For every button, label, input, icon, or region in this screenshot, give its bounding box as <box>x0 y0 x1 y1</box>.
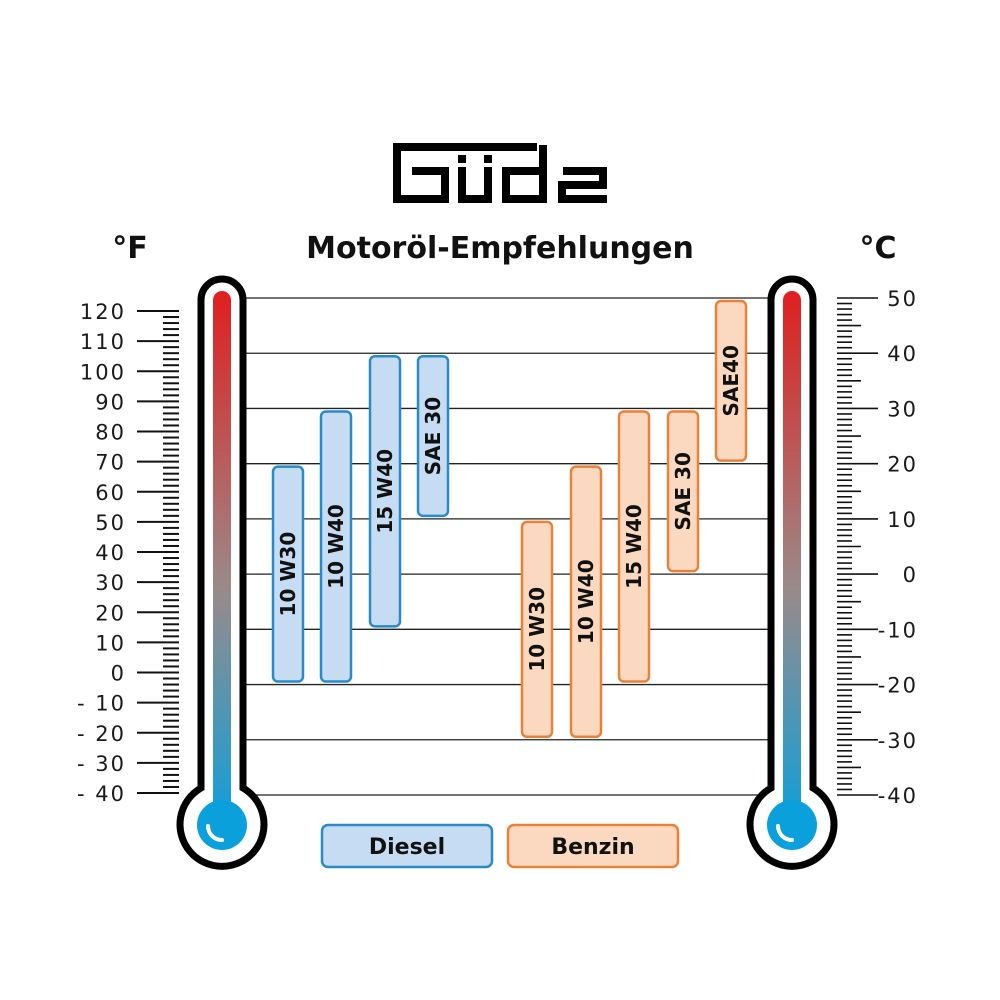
celsius-tick-label: -20 <box>878 674 918 698</box>
bar-label: SAE 30 <box>671 452 695 530</box>
thermometer-bulb <box>767 800 817 850</box>
celsius-tick-label: 40 <box>887 342 918 366</box>
bar <box>569 465 603 739</box>
legend-label: Benzin <box>551 835 634 860</box>
benzin-bar: SAE40 <box>714 299 748 462</box>
bar-label: 10 W40 <box>574 559 598 644</box>
thermometer-bulb <box>197 800 247 850</box>
benzin-bar: 10 W30 <box>520 520 554 739</box>
bar <box>271 465 305 683</box>
fahrenheit-tick-label: 90 <box>95 390 126 414</box>
left-thermometer <box>176 275 268 870</box>
celsius-tick-label: -40 <box>878 784 918 808</box>
bar-label: SAE 30 <box>421 397 445 475</box>
right-thermometer <box>746 275 838 870</box>
bar <box>520 520 554 739</box>
diesel-bar: 15 W40 <box>368 354 402 628</box>
legend-label: Diesel <box>369 835 445 860</box>
celsius-tick-label: 10 <box>887 508 918 532</box>
bar-label: 10 W40 <box>324 504 348 589</box>
diesel-bar: SAE 30 <box>416 354 450 518</box>
fahrenheit-tick-label: 30 <box>95 571 126 595</box>
bulb-highlight <box>776 824 794 842</box>
bar <box>714 299 748 462</box>
bar-label: 15 W40 <box>622 504 646 589</box>
fahrenheit-tick-label: 70 <box>95 451 126 475</box>
gude-logo <box>393 143 607 203</box>
fahrenheit-tick-label: 40 <box>95 541 126 565</box>
diesel-bar: 10 W40 <box>319 410 353 683</box>
benzin-bar: 15 W40 <box>617 410 651 683</box>
bar <box>368 354 402 628</box>
celsius-tick-label: 30 <box>887 397 918 421</box>
fahrenheit-tick-label: 0 <box>111 662 126 686</box>
fahrenheit-tick-label: 110 <box>80 330 126 354</box>
bar-label: SAE40 <box>719 345 743 416</box>
thermometer-column <box>213 291 231 831</box>
celsius-tick-label: 50 <box>887 287 918 311</box>
celsius-tick-label: -10 <box>878 618 918 642</box>
bar-label: 10 W30 <box>276 532 300 617</box>
bulb-highlight <box>206 824 224 842</box>
celsius-tick-label: -30 <box>878 729 918 753</box>
legend-item-diesel: Diesel <box>320 823 494 869</box>
fahrenheit-tick-label: - 20 <box>77 722 126 746</box>
legend-item-benzin: Benzin <box>506 823 680 869</box>
celsius-tick-label: 0 <box>903 563 918 587</box>
benzin-bar: 10 W40 <box>569 465 603 739</box>
chart-title: Motoröl-Empfehlungen <box>306 231 694 266</box>
bar <box>416 354 450 518</box>
fahrenheit-tick-label: 120 <box>80 300 126 324</box>
bar <box>319 410 353 683</box>
bar-label: 10 W30 <box>525 587 549 672</box>
benzin-bar: SAE 30 <box>666 410 700 573</box>
fahrenheit-tick-label: - 10 <box>77 692 126 716</box>
bar <box>617 410 651 683</box>
diesel-bar: 10 W30 <box>271 465 305 683</box>
legend-swatch <box>506 823 680 869</box>
fahrenheit-tick-label: 60 <box>95 481 126 505</box>
fahrenheit-tick-label: 100 <box>80 360 126 384</box>
celsius-tick-label: 20 <box>887 453 918 477</box>
bar-label: 15 W40 <box>373 449 397 534</box>
legend-swatch <box>320 823 494 869</box>
fahrenheit-tick-label: 80 <box>95 421 126 445</box>
bar <box>666 410 700 573</box>
fahrenheit-tick-label: 20 <box>95 601 126 625</box>
fahrenheit-tick-label: - 40 <box>77 782 126 806</box>
fahrenheit-tick-label: - 30 <box>77 752 126 776</box>
fahrenheit-unit-label: °F <box>112 231 148 266</box>
celsius-unit-label: °C <box>859 231 896 266</box>
thermometer-column <box>783 291 801 831</box>
fahrenheit-tick-label: 10 <box>95 631 126 655</box>
fahrenheit-tick-label: 50 <box>95 511 126 535</box>
